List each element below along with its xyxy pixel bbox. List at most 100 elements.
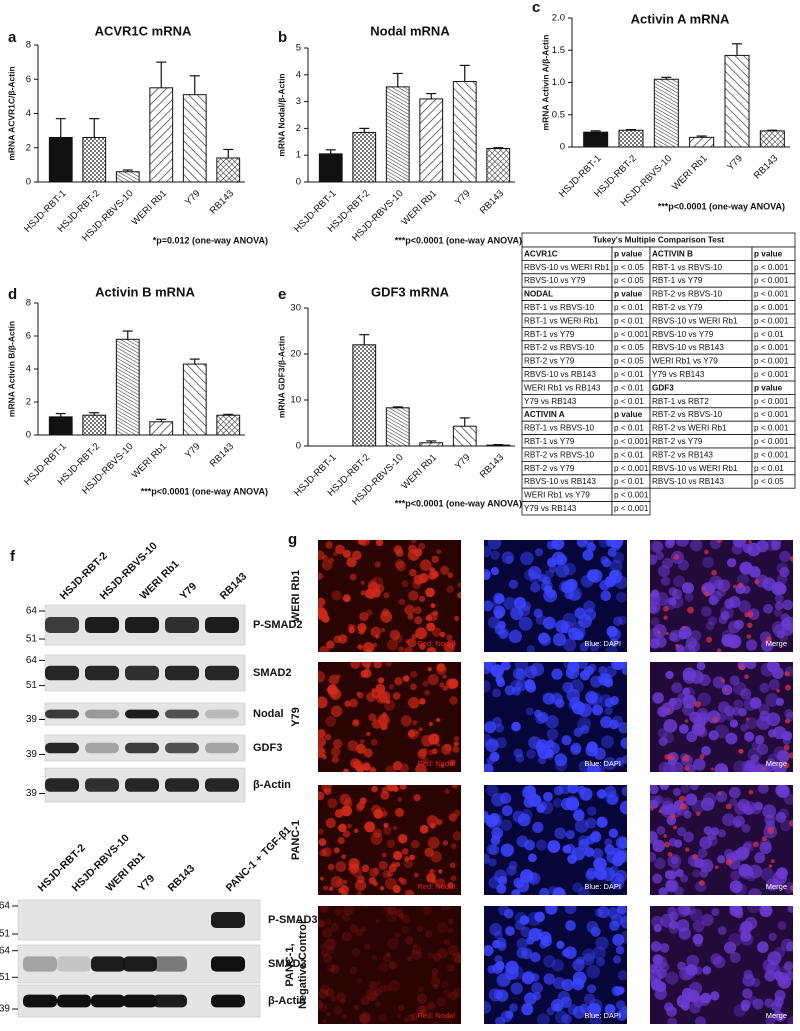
cell — [686, 731, 698, 743]
cell — [430, 603, 436, 609]
cell — [351, 947, 361, 957]
nodal-signal — [784, 671, 790, 677]
table-comparison: RBT-1 vs RBVS-10 — [524, 424, 595, 433]
cell — [484, 600, 494, 612]
bar — [583, 131, 609, 148]
cell — [407, 613, 414, 620]
nodal-signal — [657, 630, 661, 634]
cell — [333, 1005, 342, 1015]
cell — [547, 840, 561, 853]
nodal-signal — [754, 579, 760, 585]
cell — [357, 692, 364, 699]
blot-band — [23, 994, 57, 1008]
cell — [497, 941, 507, 951]
cell — [401, 848, 409, 855]
cell — [346, 823, 352, 829]
nodal-signal — [789, 884, 793, 892]
cell — [500, 662, 511, 671]
cell — [356, 890, 362, 895]
cell — [492, 688, 501, 698]
cell — [424, 930, 433, 938]
cell — [565, 830, 575, 840]
nodal-signal — [770, 859, 775, 864]
cell — [437, 947, 448, 959]
cell — [433, 1021, 438, 1024]
cell — [564, 906, 577, 915]
cell — [397, 797, 403, 802]
cell — [701, 913, 714, 927]
cell — [362, 762, 371, 771]
cell — [395, 561, 407, 572]
cell — [728, 786, 741, 799]
table-p-value: p < 0.05 — [614, 263, 644, 272]
cell — [349, 924, 358, 933]
cell — [705, 621, 715, 631]
cell — [447, 918, 454, 925]
band-label: P-SMAD3 — [268, 914, 318, 926]
channel-label: Red: Nodal — [417, 759, 455, 768]
cell — [359, 612, 369, 622]
cell — [318, 988, 329, 999]
cell — [761, 906, 771, 911]
y-tick-label: 8 — [26, 40, 31, 51]
table-p-value: p < 0.001 — [754, 424, 789, 433]
cell — [325, 918, 332, 926]
blot-band — [211, 994, 245, 1008]
channel-label: Blue: DAPI — [584, 1011, 621, 1020]
cell — [561, 621, 574, 634]
micrograph — [650, 906, 793, 1024]
cell — [587, 806, 597, 816]
cell — [369, 766, 376, 772]
cell — [687, 989, 700, 1003]
cell — [768, 932, 777, 941]
cell — [348, 858, 360, 870]
cell — [333, 635, 342, 644]
cell — [545, 715, 559, 729]
cell — [384, 662, 392, 667]
cell — [340, 998, 346, 1004]
cell — [368, 980, 378, 990]
nodal-signal — [715, 865, 719, 869]
nodal-signal — [725, 803, 732, 810]
cell — [366, 731, 371, 736]
cell — [435, 878, 446, 888]
table-comparison: WERI Rb1 vs Y79 — [652, 357, 718, 366]
cell — [415, 763, 427, 772]
cell — [577, 785, 587, 795]
y-axis-label: mRNA ACVR1C/β-Actin — [6, 66, 16, 160]
cell — [777, 921, 787, 931]
cell — [359, 738, 365, 745]
cell — [388, 960, 397, 970]
cell — [353, 828, 359, 834]
y-tick-label: 0.5 — [552, 109, 565, 120]
cell — [733, 699, 744, 710]
cell — [493, 592, 505, 604]
cell — [652, 541, 664, 554]
cell — [409, 568, 417, 577]
cell — [747, 888, 762, 895]
cell — [743, 842, 752, 851]
cell — [333, 847, 340, 854]
cell — [555, 619, 569, 634]
nodal-signal — [725, 858, 733, 866]
cell — [572, 882, 583, 893]
cell — [745, 867, 754, 876]
table-comparison: RBT-2 vs RB143 — [652, 450, 713, 459]
cell — [501, 805, 513, 817]
cell — [325, 988, 335, 997]
cell — [515, 668, 527, 681]
cell — [532, 821, 544, 834]
cell — [767, 951, 782, 966]
cell — [508, 860, 518, 870]
bar — [689, 136, 715, 148]
cell — [586, 964, 601, 979]
cell — [407, 729, 416, 738]
cell — [760, 867, 775, 881]
cell — [336, 992, 347, 1002]
cell — [682, 667, 697, 681]
cell — [573, 809, 585, 822]
cell — [447, 572, 454, 578]
micrographs: g WERI Rb1 Red: Nodal Blue: DAPI Merge Y79 Red… — [284, 531, 793, 1024]
y-tick-label: 4 — [26, 108, 31, 119]
bar — [385, 86, 410, 183]
